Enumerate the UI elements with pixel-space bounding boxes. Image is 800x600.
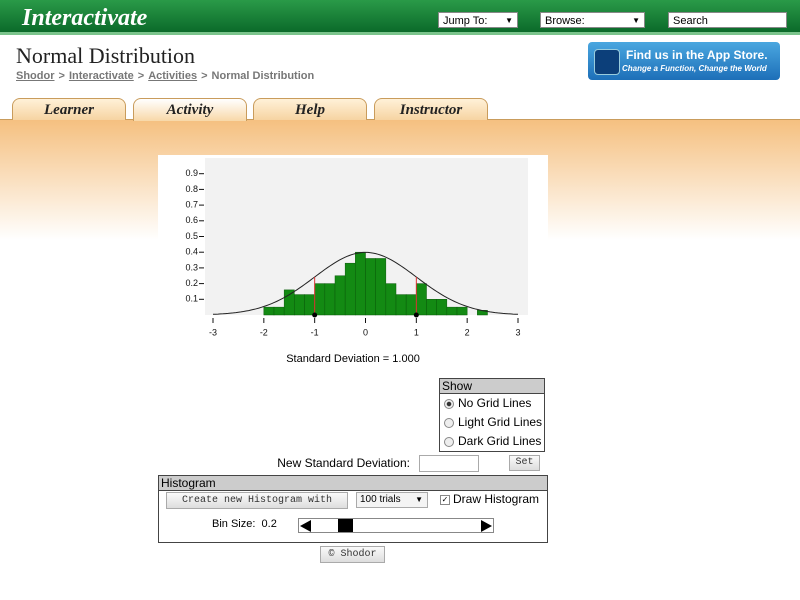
x-tick-label: 1 [414,327,419,337]
banner-line: Find us in the App Store. [626,48,768,62]
bar [324,283,336,316]
breadcrumb-separator: > [58,70,65,82]
tab[interactable]: Instructor [374,98,488,120]
select-label: Browse: [545,15,585,27]
x-tick-label: -3 [209,327,217,337]
logo[interactable]: Interactivate [22,5,148,31]
chart: 0.1 0.2 0.3 0.4 0.5 0.6 0.7 0.8 0.9 -3 -2 -1 0 1 2 3 [158,155,548,345]
show-panel: Show No Grid Lines Light Grid Lines Dark G… [439,378,545,452]
bin-size: Bin Size: 0.2 [212,518,277,530]
breadcrumb-item[interactable]: Shodor [16,70,55,82]
breadcrumb-separator: > [201,70,208,82]
bar [314,283,326,316]
banner-line: Change a Function, Change the World [622,64,767,73]
x-tick-label: 2 [465,327,470,337]
radio [444,436,454,447]
breadcrumb: Shodor > Interactivate > Activities > Normal D… [16,70,314,82]
x-tick-label: 0 [363,327,368,337]
y-tick-label: 0.4 [185,247,198,257]
app-store-banner[interactable]: Find us in the App Store. Change a Funct… [588,42,780,80]
bar [426,299,437,316]
bin-size-value: 0.2 [261,518,277,530]
y-tick-label: 0.5 [185,231,198,241]
app-icon [594,49,620,75]
option-label: No Grid Lines [458,396,532,410]
header-bar [0,0,800,35]
breadcrumb-separator: > [137,70,145,82]
breadcrumb-item[interactable]: Interactivate [68,70,134,82]
y-tick-label: 0.2 [185,278,198,288]
bar [456,306,468,316]
checkbox-label: Draw Histogram [453,492,540,506]
bar [283,289,295,316]
select-label: Jump To: [443,15,488,27]
std-dev-marker [413,312,419,318]
normal-curve [212,251,519,315]
bar [395,294,407,316]
bar [365,258,376,316]
browse-select[interactable]: Browse: ▼ [540,12,645,28]
std-dev-marker [312,312,318,318]
tab[interactable]: Help [253,98,367,120]
bar [355,251,366,316]
grid-option[interactable]: Dark Grid Lines [440,432,544,451]
draw-histogram-checkbox[interactable]: ✓ Draw Histogram [440,492,540,506]
bar [273,306,285,316]
bar [304,294,315,316]
y-tick-label: 0.6 [185,215,198,225]
y-tick-label: 0.3 [185,262,198,272]
create-button[interactable]: Create new Histogram with [166,492,348,509]
y-tick-label: 0.8 [185,184,198,194]
bar [436,299,448,316]
bar [405,294,417,316]
bar [294,294,305,316]
jump-to-select[interactable]: Jump To: ▼ [438,12,518,28]
bar [375,258,387,316]
x-tick-label: -1 [311,327,319,337]
std-dev-label: Standard Deviation = 1.000 [286,353,420,365]
bin-slider[interactable] [298,518,494,533]
trials-select[interactable]: 100 trials ▼ [356,492,428,508]
option-label: Light Grid Lines [458,415,543,429]
breadcrumb-item[interactable]: Activities [148,70,198,82]
histogram-panel: Histogram [158,475,548,543]
bar [416,283,427,316]
y-tick-label: 0.7 [185,199,198,209]
panel-title: Show [440,379,544,394]
set-button[interactable]: Set [509,455,540,471]
new-sd-input[interactable] [419,455,479,472]
select-label: 100 trials [360,494,401,505]
copyright-button[interactable]: © Shodor [320,546,385,563]
breadcrumb-item: Normal Distribution [211,70,315,82]
search-box[interactable]: Search [668,12,787,28]
bar [263,306,275,316]
bin-size-label: Bin Size: [212,518,256,530]
x-tick-label: -2 [260,327,268,337]
grid-option[interactable]: No Grid Lines [440,394,544,413]
y-tick-label: 0.1 [185,294,198,304]
bar [446,306,458,316]
grid-option[interactable]: Light Grid Lines [440,413,544,432]
page-title: Normal Distribution [16,43,196,68]
panel-title: Histogram [159,476,547,491]
x-tick-label: 3 [515,327,520,337]
new-sd-label: New Standard Deviation: [277,456,410,470]
bar [344,262,356,316]
y-tick-label: 0.9 [185,168,198,178]
tab[interactable]: Learner [12,98,126,120]
bar [334,275,346,316]
tab[interactable]: Activity [133,98,247,121]
radio [444,417,454,428]
option-label: Dark Grid Lines [458,434,542,448]
radio [444,398,454,409]
bar [385,283,397,316]
